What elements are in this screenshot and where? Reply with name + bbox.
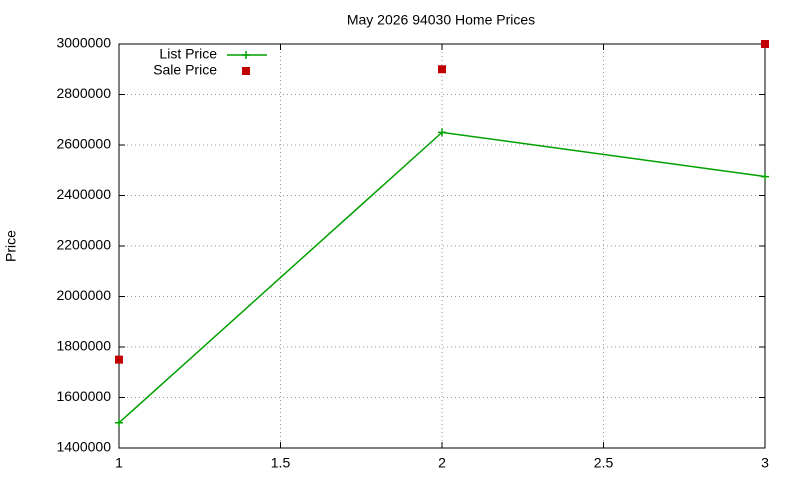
y-axis-label: Price <box>3 230 19 262</box>
plot-border <box>118 43 766 449</box>
point-marker <box>242 51 250 59</box>
y-tick-label: 1800000 <box>56 338 111 354</box>
point-marker <box>115 418 123 427</box>
chart-title: May 2026 94030 Home Prices <box>347 12 535 28</box>
y-tick-label: 2600000 <box>56 136 111 152</box>
legend-label: Sale Price <box>153 62 217 78</box>
point-marker <box>242 67 250 75</box>
y-tick-label: 1600000 <box>56 388 111 404</box>
x-tick-label: 2 <box>438 455 446 471</box>
x-tick-label: 2.5 <box>594 455 614 471</box>
y-tick-label: 2000000 <box>56 287 111 303</box>
y-tick-label: 1400000 <box>56 439 111 455</box>
y-tick-label: 2800000 <box>56 85 111 101</box>
x-tick-label: 1.5 <box>271 455 291 471</box>
y-tick-label: 2200000 <box>56 237 111 253</box>
y-tick-label: 3000000 <box>56 35 111 51</box>
y-tick-label: 2400000 <box>56 186 111 202</box>
point-marker <box>438 65 446 74</box>
point-marker <box>438 128 446 137</box>
point-marker <box>761 40 769 48</box>
legend-label: List Price <box>159 46 217 62</box>
point-marker <box>761 172 769 181</box>
x-tick-label: 3 <box>761 455 769 471</box>
x-tick-label: 1 <box>115 455 123 471</box>
point-marker <box>115 355 123 364</box>
